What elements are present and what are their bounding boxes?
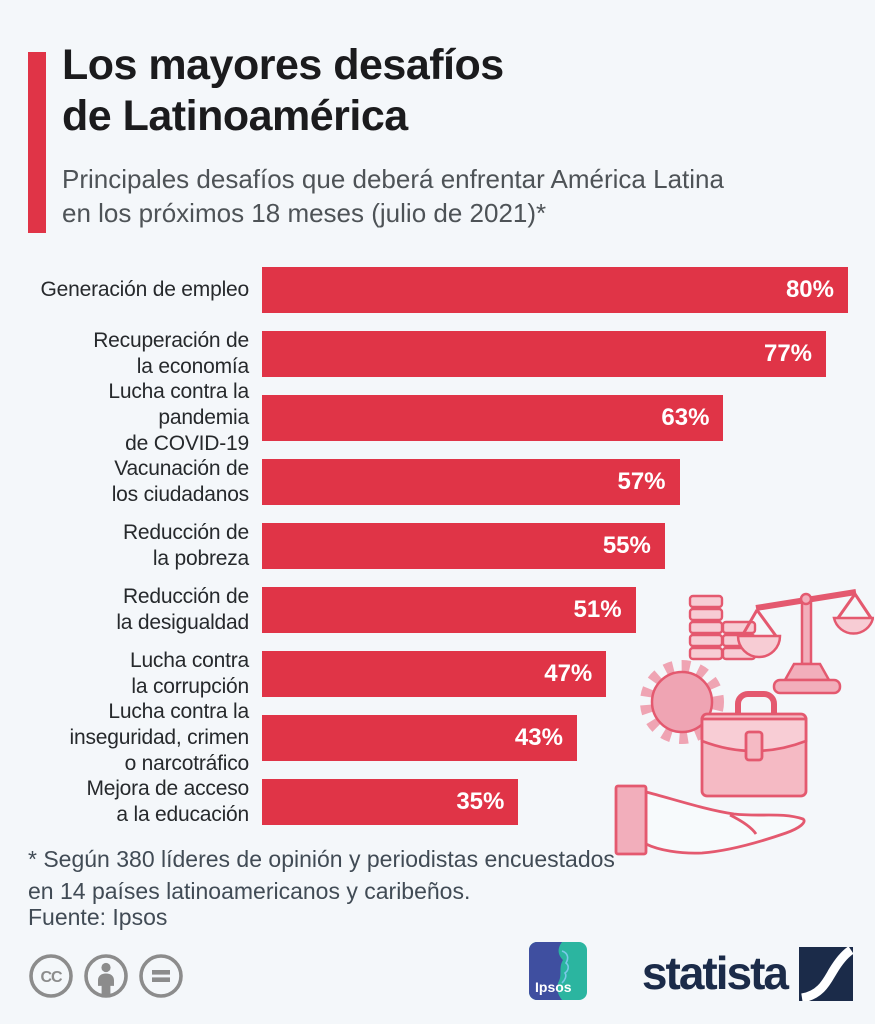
ipsos-logo: Ipsos — [529, 942, 587, 1000]
bar-value-label: 63% — [661, 404, 710, 431]
statista-logo: statista — [642, 946, 853, 1001]
bar-value-label: 77% — [763, 340, 813, 367]
bar-row: Reducción de la pobreza 55% — [25, 521, 848, 570]
cc-icon: CC — [29, 954, 73, 998]
source-label: Fuente: Ipsos — [28, 904, 168, 930]
bar-track: 47% — [262, 651, 848, 697]
bar-row: Lucha contra la corrupción 47% — [25, 649, 848, 698]
bar-row: Lucha contra la pandemia de COVID-19 63% — [25, 380, 848, 455]
bar: 43% — [262, 715, 577, 761]
bar-label: Reducción de la desigualdad — [116, 585, 249, 634]
bar-chart: Generación de empleo 80% Recuperación de l… — [0, 267, 875, 843]
bar-value-label: 43% — [514, 724, 563, 751]
bar-track: 43% — [262, 715, 848, 761]
bar: 57% — [262, 459, 680, 505]
title-accent-bar — [28, 52, 46, 233]
bar: 35% — [262, 779, 519, 825]
bar-label: Reducción de la pobreza — [122, 521, 249, 570]
bar-label: Vacunación de los ciudadanos — [111, 457, 250, 506]
bar-label: Lucha contra la corrupción — [129, 649, 249, 698]
bar-value-label: 57% — [617, 468, 666, 495]
bar-label: Mejora de acceso a la educación — [86, 777, 249, 826]
bar: 47% — [262, 651, 607, 697]
bar: 63% — [262, 395, 724, 441]
bar-track: 55% — [262, 523, 848, 569]
bar-value-label: 35% — [456, 788, 505, 815]
bar-label: Recuperación de la economía — [93, 329, 249, 378]
page-subtitle: Principales desafíos que deberá enfrenta… — [62, 164, 724, 228]
bar-row: Recuperación de la economía 77% — [25, 329, 848, 378]
briefcase-icon — [700, 691, 808, 798]
bar-value-label: 55% — [602, 532, 651, 559]
bar-label: Generación de empleo — [40, 278, 250, 301]
ipsos-wordmark: Ipsos — [535, 979, 572, 995]
bar-value-label: 51% — [573, 596, 622, 623]
bar-row: Lucha contra la inseguridad, crimen o na… — [25, 700, 848, 775]
bar: 77% — [262, 331, 827, 377]
bar: 80% — [262, 267, 848, 313]
attribution-icon — [84, 954, 128, 998]
bar-track: 80% — [262, 267, 848, 313]
svg-text:CC: CC — [40, 969, 63, 986]
bar-value-label: 47% — [544, 660, 593, 687]
bar-row: Mejora de acceso a la educación 35% — [25, 777, 848, 826]
bar: 55% — [262, 523, 665, 569]
page-title: Los mayores desafíos de Latinoamérica — [62, 41, 504, 140]
statista-wordmark: statista — [641, 947, 789, 999]
bar-track: 57% — [262, 459, 848, 505]
bar-track: 35% — [262, 779, 848, 825]
bar-track: 51% — [262, 587, 848, 633]
economy-illustration — [614, 589, 874, 856]
bar-track: 63% — [262, 395, 848, 441]
balance-scale-icon — [736, 589, 874, 695]
bar-row: Reducción de la desigualdad 51% — [25, 585, 848, 634]
no-derivatives-icon — [139, 954, 183, 998]
bar-row: Vacunación de los ciudadanos 57% — [25, 457, 848, 506]
bar-track: 77% — [262, 331, 848, 377]
footnote: * Según 380 líderes de opinión y periodi… — [28, 846, 615, 904]
statista-icon — [799, 946, 853, 1001]
bar-value-label: 80% — [785, 276, 834, 303]
open-hand-icon — [614, 784, 806, 856]
bar-rows: Generación de empleo 80% Recuperación de l… — [25, 267, 848, 826]
bar-label: Lucha contra la inseguridad, crimen o na… — [69, 700, 250, 775]
bar-label: Lucha contra la pandemia de COVID-19 — [108, 380, 249, 455]
license-icons: CC — [27, 952, 185, 1000]
bar: 51% — [262, 587, 636, 633]
gear-icon — [640, 660, 724, 744]
bar-row: Generación de empleo 80% — [25, 267, 848, 313]
